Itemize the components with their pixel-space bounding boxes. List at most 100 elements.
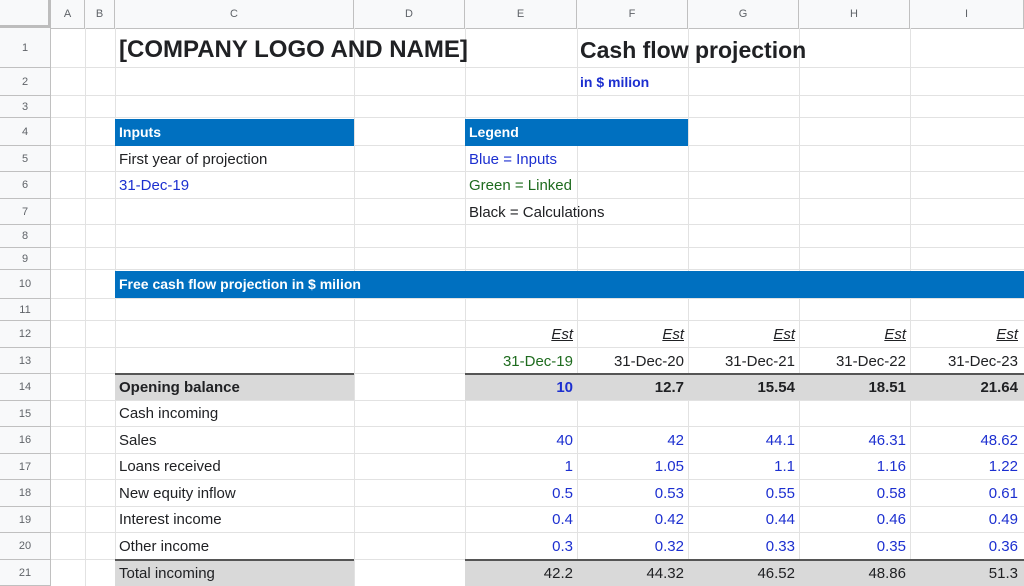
interest-income-label[interactable]: Interest income xyxy=(119,511,222,528)
row-header-12[interactable]: 12 xyxy=(0,321,51,348)
first-year-value[interactable]: 31-Dec-19 xyxy=(119,177,190,194)
loans-received-i[interactable]: 1.22 xyxy=(988,458,1018,475)
total-incoming-label[interactable]: Total incoming xyxy=(119,565,215,582)
other-income-g[interactable]: 0.33 xyxy=(765,538,795,555)
total-incoming-label-fill xyxy=(115,560,354,586)
other-income-e[interactable]: 0.3 xyxy=(552,538,573,555)
column-header-i[interactable]: I xyxy=(910,0,1024,28)
total-incoming-h[interactable]: 48.86 xyxy=(868,565,906,582)
total-incoming-i[interactable]: 51.3 xyxy=(988,565,1018,582)
row-header-20[interactable]: 20 xyxy=(0,533,51,560)
row-header-6[interactable]: 6 xyxy=(0,172,51,199)
sales-f[interactable]: 42 xyxy=(667,432,684,449)
legend-green[interactable]: Green = Linked xyxy=(469,177,572,194)
est-label-g[interactable]: Est xyxy=(773,326,795,343)
date-f[interactable]: 31-Dec-20 xyxy=(613,353,684,370)
report-title[interactable]: Cash flow projection xyxy=(580,37,807,63)
total-incoming-e[interactable]: 42.2 xyxy=(543,565,573,582)
column-header-h[interactable]: H xyxy=(799,0,910,28)
opening-balance-g[interactable]: 15.54 xyxy=(757,379,795,396)
interest-income-h[interactable]: 0.46 xyxy=(876,511,906,528)
column-header-b[interactable]: B xyxy=(85,0,115,28)
est-label-e[interactable]: Est xyxy=(551,326,573,343)
legend-black[interactable]: Black = Calculations xyxy=(469,204,605,221)
row-header-16[interactable]: 16 xyxy=(0,427,51,454)
row-header-2[interactable]: 2 xyxy=(0,68,51,96)
column-header-f[interactable]: F xyxy=(577,0,688,28)
inputs-header[interactable]: Inputs xyxy=(119,124,161,140)
est-label-h[interactable]: Est xyxy=(884,326,906,343)
cash-incoming-label[interactable]: Cash incoming xyxy=(119,405,219,422)
loans-received-e[interactable]: 1 xyxy=(564,458,573,475)
row-header-8[interactable]: 8 xyxy=(0,225,51,248)
other-income-i[interactable]: 0.36 xyxy=(988,538,1018,555)
legend-header[interactable]: Legend xyxy=(469,124,519,140)
grid-line xyxy=(115,28,116,586)
inputs-header-bar xyxy=(115,119,354,146)
total-incoming-f[interactable]: 44.32 xyxy=(646,565,684,582)
date-h[interactable]: 31-Dec-22 xyxy=(835,353,906,370)
opening-balance-f[interactable]: 12.7 xyxy=(654,379,684,396)
new-equity-inflow-e[interactable]: 0.5 xyxy=(552,485,573,502)
row-header-19[interactable]: 19 xyxy=(0,507,51,533)
row-header-1[interactable]: 1 xyxy=(0,28,51,68)
new-equity-inflow-g[interactable]: 0.55 xyxy=(765,485,795,502)
new-equity-inflow-f[interactable]: 0.53 xyxy=(654,485,684,502)
row-header-17[interactable]: 17 xyxy=(0,454,51,480)
column-header-a[interactable]: A xyxy=(51,0,85,28)
row-header-10[interactable]: 10 xyxy=(0,270,51,299)
legend-blue[interactable]: Blue = Inputs xyxy=(469,151,557,168)
row-header-21[interactable]: 21 xyxy=(0,560,51,586)
sales-e[interactable]: 40 xyxy=(556,432,573,449)
interest-income-i[interactable]: 0.49 xyxy=(988,511,1018,528)
new-equity-inflow-label[interactable]: New equity inflow xyxy=(119,485,236,502)
row-header-7[interactable]: 7 xyxy=(0,199,51,225)
section-header[interactable]: Free cash flow projection in $ milion xyxy=(119,276,361,292)
column-header-d[interactable]: D xyxy=(354,0,465,28)
select-all-corner[interactable] xyxy=(0,0,51,28)
other-income-f[interactable]: 0.32 xyxy=(654,538,684,555)
loans-received-h[interactable]: 1.16 xyxy=(876,458,906,475)
est-label-i[interactable]: Est xyxy=(996,326,1018,343)
other-income-h[interactable]: 0.35 xyxy=(876,538,906,555)
loans-received-g[interactable]: 1.1 xyxy=(774,458,795,475)
column-header-g[interactable]: G xyxy=(688,0,799,28)
first-year-label[interactable]: First year of projection xyxy=(119,151,268,168)
row-header-15[interactable]: 15 xyxy=(0,401,51,427)
row-header-4[interactable]: 4 xyxy=(0,118,51,146)
opening-balance-e[interactable]: 10 xyxy=(556,379,573,396)
loans-received-label[interactable]: Loans received xyxy=(119,458,221,475)
row-header-14[interactable]: 14 xyxy=(0,374,51,401)
other-income-label[interactable]: Other income xyxy=(119,538,210,555)
row-header-13[interactable]: 13 xyxy=(0,348,51,374)
sales-label[interactable]: Sales xyxy=(119,432,157,449)
row-header-18[interactable]: 18 xyxy=(0,480,51,507)
date-e[interactable]: 31-Dec-19 xyxy=(502,353,573,370)
date-i[interactable]: 31-Dec-23 xyxy=(947,353,1018,370)
row-header-9[interactable]: 9 xyxy=(0,248,51,270)
opening-balance-i[interactable]: 21.64 xyxy=(980,379,1018,396)
units-label[interactable]: in $ milion xyxy=(580,74,650,90)
sales-i[interactable]: 48.62 xyxy=(980,432,1018,449)
row-header-5[interactable]: 5 xyxy=(0,146,51,172)
opening-balance-h[interactable]: 18.51 xyxy=(868,379,906,396)
loans-received-f[interactable]: 1.05 xyxy=(654,458,684,475)
opening-balance-values-top-border xyxy=(465,373,1024,375)
total-incoming-g[interactable]: 46.52 xyxy=(757,565,795,582)
company-logo-name[interactable]: [COMPANY LOGO AND NAME] xyxy=(119,36,468,63)
column-header-c[interactable]: C xyxy=(115,0,354,28)
interest-income-f[interactable]: 0.42 xyxy=(654,511,684,528)
sales-h[interactable]: 46.31 xyxy=(868,432,906,449)
column-header-e[interactable]: E xyxy=(465,0,577,28)
new-equity-inflow-i[interactable]: 0.61 xyxy=(988,485,1018,502)
new-equity-inflow-h[interactable]: 0.58 xyxy=(876,485,906,502)
sales-g[interactable]: 44.1 xyxy=(765,432,795,449)
row-header-3[interactable]: 3 xyxy=(0,96,51,118)
grid-line xyxy=(51,532,1024,533)
est-label-f[interactable]: Est xyxy=(662,326,684,343)
interest-income-e[interactable]: 0.4 xyxy=(552,511,573,528)
row-header-11[interactable]: 11 xyxy=(0,299,51,321)
opening-balance-label[interactable]: Opening balance xyxy=(119,379,240,396)
interest-income-g[interactable]: 0.44 xyxy=(765,511,795,528)
date-g[interactable]: 31-Dec-21 xyxy=(724,353,795,370)
